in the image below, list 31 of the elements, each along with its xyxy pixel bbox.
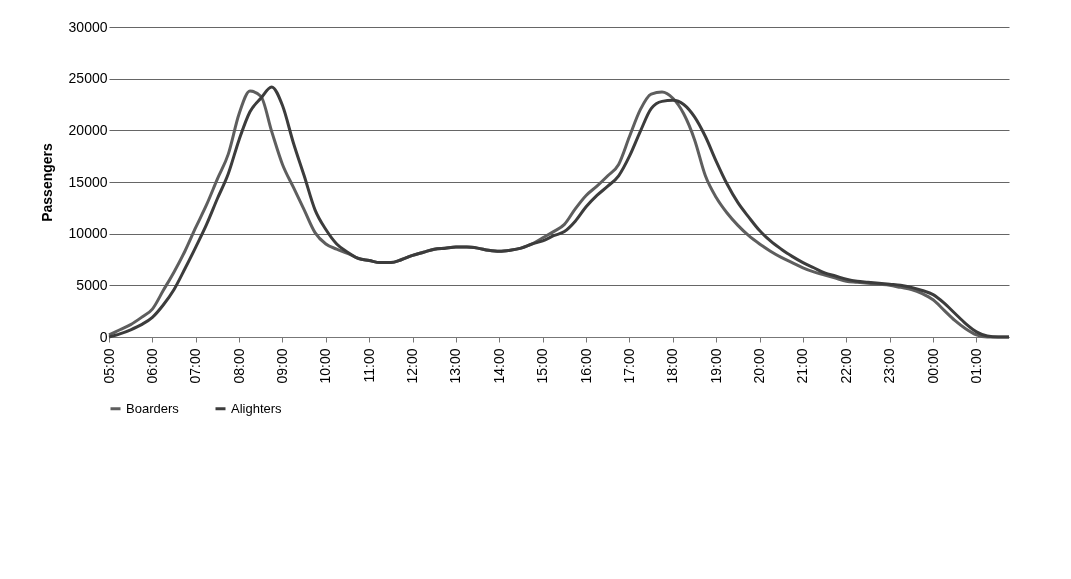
x-tick-label: 21:00 <box>794 348 811 384</box>
x-tick-label: 17:00 <box>620 348 637 384</box>
y-tick-label: 20000 <box>68 121 108 138</box>
x-tick-label: 10:00 <box>317 348 334 384</box>
x-tick-label: 20:00 <box>751 348 768 384</box>
x-tick-label: 12:00 <box>404 348 421 384</box>
legend-label: Boarders <box>126 400 180 416</box>
y-tick-label: 10000 <box>68 225 108 242</box>
x-tick-label: 13:00 <box>447 348 464 384</box>
x-tick-label: 23:00 <box>881 348 898 384</box>
x-tick-label: 05:00 <box>100 348 117 384</box>
x-tick-label: 16:00 <box>577 348 594 384</box>
x-tick-label: 07:00 <box>187 348 204 384</box>
y-tick-label: 0 <box>99 328 108 345</box>
x-tick-label: 19:00 <box>707 348 724 384</box>
x-tick-label: 14:00 <box>490 348 507 384</box>
x-tick-label: 08:00 <box>230 348 247 384</box>
y-tick-label: 15000 <box>68 173 108 190</box>
x-tick-label: 22:00 <box>837 348 854 384</box>
x-tick-label: 01:00 <box>967 348 984 384</box>
y-axis-title: Passengers <box>38 142 55 222</box>
x-tick-label: 11:00 <box>360 348 377 383</box>
x-tick-label: 00:00 <box>924 348 941 384</box>
legend-label: Alighters <box>231 400 283 416</box>
y-tick-label: 5000 <box>76 276 108 293</box>
y-tick-label: 30000 <box>68 18 108 35</box>
x-tick-label: 18:00 <box>664 348 681 384</box>
x-tick-label: 09:00 <box>273 348 290 384</box>
x-tick-label: 06:00 <box>143 348 160 384</box>
y-tick-label: 25000 <box>68 70 108 87</box>
x-tick-label: 15:00 <box>534 348 551 384</box>
